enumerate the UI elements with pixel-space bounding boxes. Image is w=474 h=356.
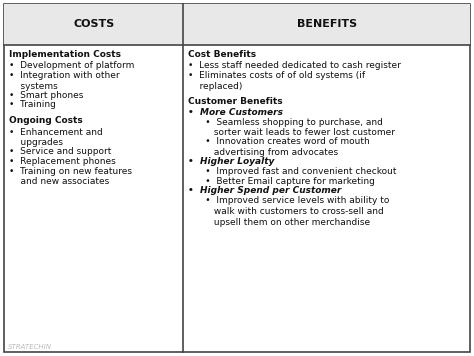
Text: •  Replacement phones: • Replacement phones xyxy=(9,157,116,166)
Text: •  Integration with other
    systems: • Integration with other systems xyxy=(9,71,119,91)
Text: Customer Benefits: Customer Benefits xyxy=(188,96,283,106)
Text: •  Improved service levels with ability to
         walk with customers to cross: • Improved service levels with ability t… xyxy=(188,196,390,227)
Text: Ongoing Costs: Ongoing Costs xyxy=(9,116,83,125)
Text: Implementation Costs: Implementation Costs xyxy=(9,50,121,59)
Bar xyxy=(183,4,470,45)
Text: •  Higher Loyalty: • Higher Loyalty xyxy=(188,157,275,166)
Bar xyxy=(4,4,183,45)
Text: •  Service and support: • Service and support xyxy=(9,147,111,156)
Text: •  Training on new features
    and new associates: • Training on new features and new assoc… xyxy=(9,167,132,187)
Text: COSTS: COSTS xyxy=(73,20,114,30)
Text: •  Better Email capture for marketing: • Better Email capture for marketing xyxy=(188,177,375,185)
Text: •  Higher Spend per Customer: • Higher Spend per Customer xyxy=(188,186,342,195)
Text: •  Seamless shopping to purchase, and
         sorter wait leads to fewer lost c: • Seamless shopping to purchase, and sor… xyxy=(188,118,395,137)
Text: •  Less staff needed dedicated to cash register: • Less staff needed dedicated to cash re… xyxy=(188,61,401,70)
Text: STRATECHIN: STRATECHIN xyxy=(8,344,52,350)
Text: Cost Benefits: Cost Benefits xyxy=(188,50,256,59)
Text: •  Enhancement and
    upgrades: • Enhancement and upgrades xyxy=(9,127,103,147)
Text: •  Smart phones: • Smart phones xyxy=(9,91,83,100)
Text: •  More Customers: • More Customers xyxy=(188,108,283,117)
Text: •  Development of platform: • Development of platform xyxy=(9,61,134,70)
Text: •  Improved fast and convenient checkout: • Improved fast and convenient checkout xyxy=(188,167,397,176)
Text: •  Eliminates costs of of old systems (if
    replaced): • Eliminates costs of of old systems (if… xyxy=(188,71,365,91)
Text: •  Innovation creates word of mouth
         advertising from advocates: • Innovation creates word of mouth adver… xyxy=(188,137,370,157)
Text: BENEFITS: BENEFITS xyxy=(297,20,357,30)
Text: •  Training: • Training xyxy=(9,100,56,109)
